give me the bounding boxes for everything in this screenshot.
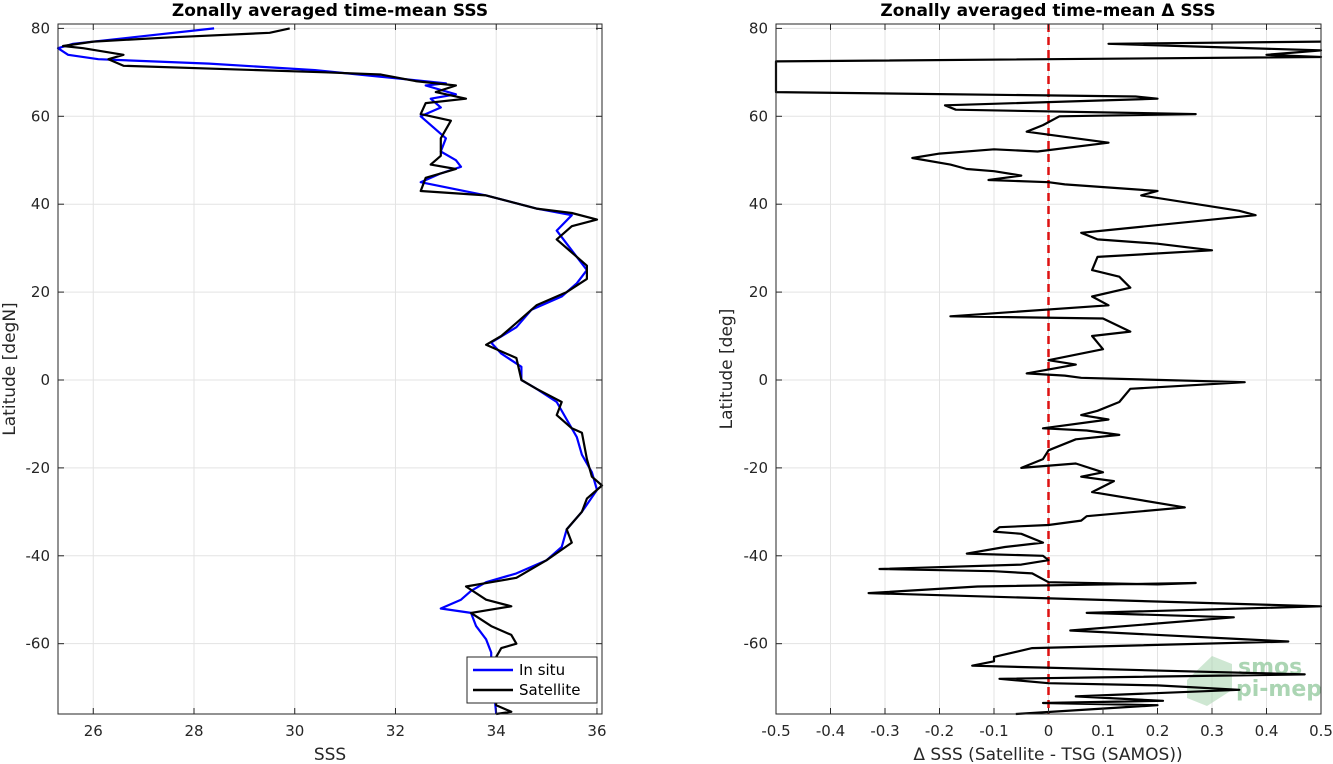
right-y-tick-label: 80 <box>749 19 768 37</box>
right-x-axis-label: Δ SSS (Satellite - TSG (SAMOS)) <box>913 745 1182 764</box>
left-x-tick-label: 28 <box>184 722 203 740</box>
left-x-tick-label: 34 <box>487 722 506 740</box>
right-y-tick-label: -20 <box>744 459 769 477</box>
right-x-tick-label: 0 <box>1044 722 1054 740</box>
right-x-tick-label: -0.3 <box>870 722 899 740</box>
left-grid <box>58 24 602 714</box>
left-y-tick-label: -20 <box>26 459 51 477</box>
left-y-tick-label: -60 <box>26 635 51 653</box>
right-x-tick-label: 0.5 <box>1309 722 1333 740</box>
watermark-cube-icon <box>1187 656 1232 706</box>
right-x-tick-label: 0.2 <box>1146 722 1170 740</box>
right-ticks: -0.5 -0.4 -0.3 -0.2 -0.1 0 0.1 0.2 0.3 0.4 0.5 80 60… <box>744 19 1333 740</box>
left-series-line-in-situ <box>56 27 599 715</box>
legend-label-satellite: Satellite <box>519 681 580 699</box>
right-x-tick-label: 0.1 <box>1091 722 1115 740</box>
legend-label-in-situ: In situ <box>519 661 565 679</box>
watermark-logo: smos pi-mep <box>1187 655 1322 706</box>
left-y-tick-label: 0 <box>40 371 50 389</box>
legend-box <box>466 656 598 704</box>
left-x-tick-label: 36 <box>587 722 606 740</box>
left-x-axis-label: SSS <box>314 745 346 764</box>
right-y-tick-label: 20 <box>749 283 768 301</box>
right-x-tick-label: -0.2 <box>925 722 954 740</box>
left-x-tick-label: 30 <box>285 722 304 740</box>
left-x-tick-label: 26 <box>84 722 103 740</box>
left-series-line-satellite <box>61 27 604 716</box>
left-x-tick-label: 32 <box>386 722 405 740</box>
right-y-axis-label: Latitude [deg] <box>717 309 737 430</box>
right-y-tick-label: 60 <box>749 107 768 125</box>
left-y-tick-label: 60 <box>31 107 50 125</box>
right-y-tick-label: 40 <box>749 195 768 213</box>
left-plot-frame <box>57 23 603 715</box>
left-y-tick-label: 40 <box>31 195 50 213</box>
left-panel: 26 28 30 32 34 36 80 60 40 20 0 -20 -40 -60 Zonally a… <box>0 1 607 764</box>
left-y-tick-label: 80 <box>31 19 50 37</box>
right-grid <box>775 24 1322 714</box>
right-series <box>774 40 1323 716</box>
left-series <box>56 27 604 716</box>
right-x-tick-label: 0.3 <box>1200 722 1224 740</box>
left-ticks: 26 28 30 32 34 36 80 60 40 20 0 -20 -40 -60 <box>26 19 607 740</box>
right-x-tick-label: -0.4 <box>816 722 845 740</box>
right-chart-title: Zonally averaged time-mean Δ SSS <box>880 1 1215 21</box>
right-x-tick-label: 0.4 <box>1255 722 1279 740</box>
left-y-tick-label: -40 <box>26 547 51 565</box>
left-y-tick-label: 20 <box>31 283 50 301</box>
left-y-axis-label: Latitude [degN] <box>0 302 20 435</box>
right-x-tick-label: -0.5 <box>761 722 790 740</box>
right-y-tick-label: 0 <box>758 371 768 389</box>
right-y-tick-label: -60 <box>744 635 769 653</box>
legend: In situ Satellite <box>466 656 598 704</box>
left-chart-title: Zonally averaged time-mean SSS <box>172 1 488 21</box>
right-panel: smos pi-mep -0.5 -0.4 -0.3 -0.2 -0.1 0 0.1 0.2 0… <box>717 1 1333 764</box>
right-y-tick-label: -40 <box>744 547 769 565</box>
right-x-tick-label: -0.1 <box>979 722 1008 740</box>
watermark-text-pimep: pi-mep <box>1236 677 1322 702</box>
left-plot-area <box>58 24 602 714</box>
right-series-line-delta-sss <box>774 40 1323 716</box>
